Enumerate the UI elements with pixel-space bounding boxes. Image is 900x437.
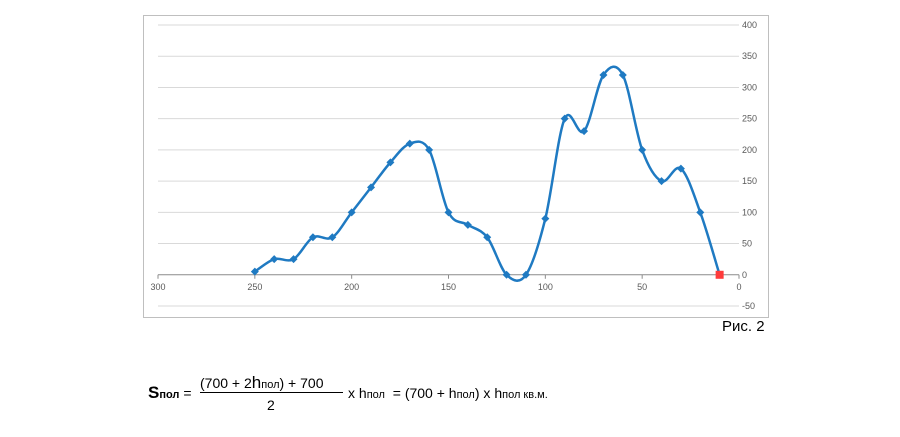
formula-rhs-open: (700 + — [404, 385, 445, 401]
y-tick-label: 300 — [742, 82, 757, 92]
formula-times-2: x — [483, 385, 491, 401]
formula-rhs-close: ) — [474, 385, 480, 401]
x-tick-label: 300 — [150, 282, 165, 292]
data-point — [541, 214, 550, 223]
data-point — [696, 208, 705, 217]
formula-num-h: h — [251, 373, 262, 392]
x-tick-label: 50 — [637, 282, 647, 292]
y-tick-label: 100 — [742, 207, 757, 217]
data-point — [463, 220, 472, 229]
data-point — [618, 70, 627, 79]
formula-rhs-h: h — [448, 385, 457, 401]
x-tick-label: 150 — [441, 282, 456, 292]
fraction-bar — [200, 392, 343, 393]
figure-caption: Рис. 2 — [722, 318, 765, 335]
formula-numerator: (700 + 2hпол) + 700 — [200, 373, 323, 393]
y-tick-label: 200 — [742, 145, 757, 155]
formula-s-symbol: S — [148, 383, 160, 402]
y-tick-label: 0 — [742, 270, 747, 280]
data-point — [560, 114, 569, 123]
series-line — [254, 65, 721, 282]
y-tick-label: -50 — [742, 301, 755, 311]
data-point — [483, 233, 492, 242]
data-point — [425, 145, 434, 154]
y-tick-label: 50 — [742, 239, 752, 249]
data-point — [502, 270, 511, 279]
x-tick-label: 250 — [247, 282, 262, 292]
data-point — [676, 164, 685, 173]
formula-equals-2: = — [392, 385, 401, 401]
y-tick-label: 400 — [742, 20, 757, 30]
y-tick-label: 350 — [742, 51, 757, 61]
data-point — [347, 208, 356, 217]
x-tick-label: 100 — [538, 282, 553, 292]
data-point — [638, 145, 647, 154]
formula-num-open: (700 + 2 — [200, 375, 252, 391]
formula-middle: x hпол = (700 + hпол) x hпол кв.м. — [348, 385, 548, 401]
x-tick-label: 200 — [344, 282, 359, 292]
formula-rhs-h-sub: пол — [456, 389, 475, 401]
data-point — [250, 267, 259, 276]
y-tick-label: 150 — [742, 176, 757, 186]
formula-times-1: x — [348, 385, 355, 401]
formula-lhs: Sпол = — [148, 383, 192, 403]
y-tick-label: 250 — [742, 114, 757, 124]
data-point — [308, 233, 317, 242]
formula-h1-sub: пол — [366, 389, 385, 401]
formula-equals-1: = — [183, 385, 192, 401]
data-point — [444, 208, 453, 217]
data-point — [599, 70, 608, 79]
formula-h2-sub: пол кв.м. — [502, 389, 548, 401]
formula-h2: h — [494, 385, 503, 401]
formula-h1: h — [358, 385, 367, 401]
formula-denominator: 2 — [267, 397, 275, 413]
data-point — [270, 255, 279, 264]
data-point — [657, 177, 666, 186]
data-point — [289, 255, 298, 264]
chart-frame: 400 350 300 250 200 150 100 50 0 -50 300 250 200 150 1… — [143, 15, 769, 318]
highlight-point — [715, 270, 724, 279]
data-point — [521, 270, 530, 279]
data-point — [405, 139, 414, 148]
formula-num-h-sub: пол — [261, 379, 280, 391]
area-formula: Sпол = (700 + 2hпол) + 700 2 x hпол = (7… — [148, 370, 668, 420]
data-point — [367, 183, 376, 192]
x-tick-label: 0 — [736, 282, 741, 292]
formula-s-subscript: пол — [159, 389, 180, 401]
formula-num-close: ) + 700 — [279, 375, 324, 391]
data-point — [580, 127, 589, 136]
data-point — [386, 158, 395, 167]
data-point — [328, 233, 337, 242]
